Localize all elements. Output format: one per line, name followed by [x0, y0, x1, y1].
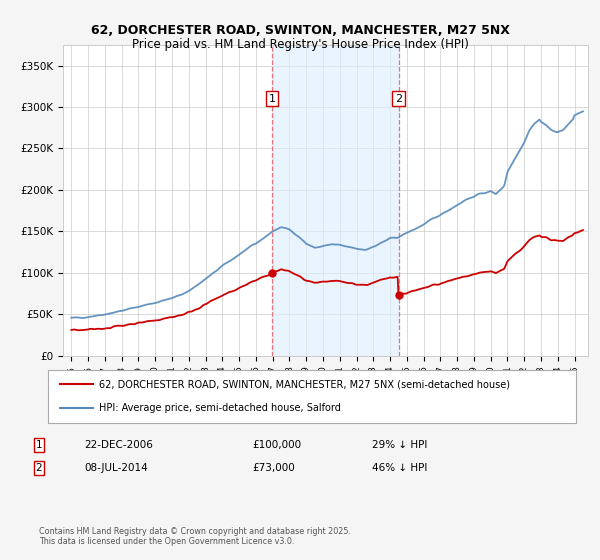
- Text: 62, DORCHESTER ROAD, SWINTON, MANCHESTER, M27 5NX: 62, DORCHESTER ROAD, SWINTON, MANCHESTER…: [91, 24, 509, 37]
- Text: 1: 1: [35, 440, 43, 450]
- Text: 62, DORCHESTER ROAD, SWINTON, MANCHESTER, M27 5NX (semi-detached house): 62, DORCHESTER ROAD, SWINTON, MANCHESTER…: [99, 380, 510, 390]
- Text: 22-DEC-2006: 22-DEC-2006: [84, 440, 153, 450]
- Text: £73,000: £73,000: [252, 463, 295, 473]
- Text: Price paid vs. HM Land Registry's House Price Index (HPI): Price paid vs. HM Land Registry's House …: [131, 38, 469, 51]
- Bar: [272, 45, 399, 356]
- Text: Contains HM Land Registry data © Crown copyright and database right 2025.
This d: Contains HM Land Registry data © Crown c…: [39, 526, 351, 546]
- Text: 1: 1: [269, 94, 275, 104]
- Text: 29% ↓ HPI: 29% ↓ HPI: [372, 440, 427, 450]
- Text: 08-JUL-2014: 08-JUL-2014: [84, 463, 148, 473]
- Text: HPI: Average price, semi-detached house, Salford: HPI: Average price, semi-detached house,…: [99, 403, 341, 413]
- Text: 2: 2: [395, 94, 403, 104]
- Text: £100,000: £100,000: [252, 440, 301, 450]
- Text: 46% ↓ HPI: 46% ↓ HPI: [372, 463, 427, 473]
- Text: 2: 2: [35, 463, 43, 473]
